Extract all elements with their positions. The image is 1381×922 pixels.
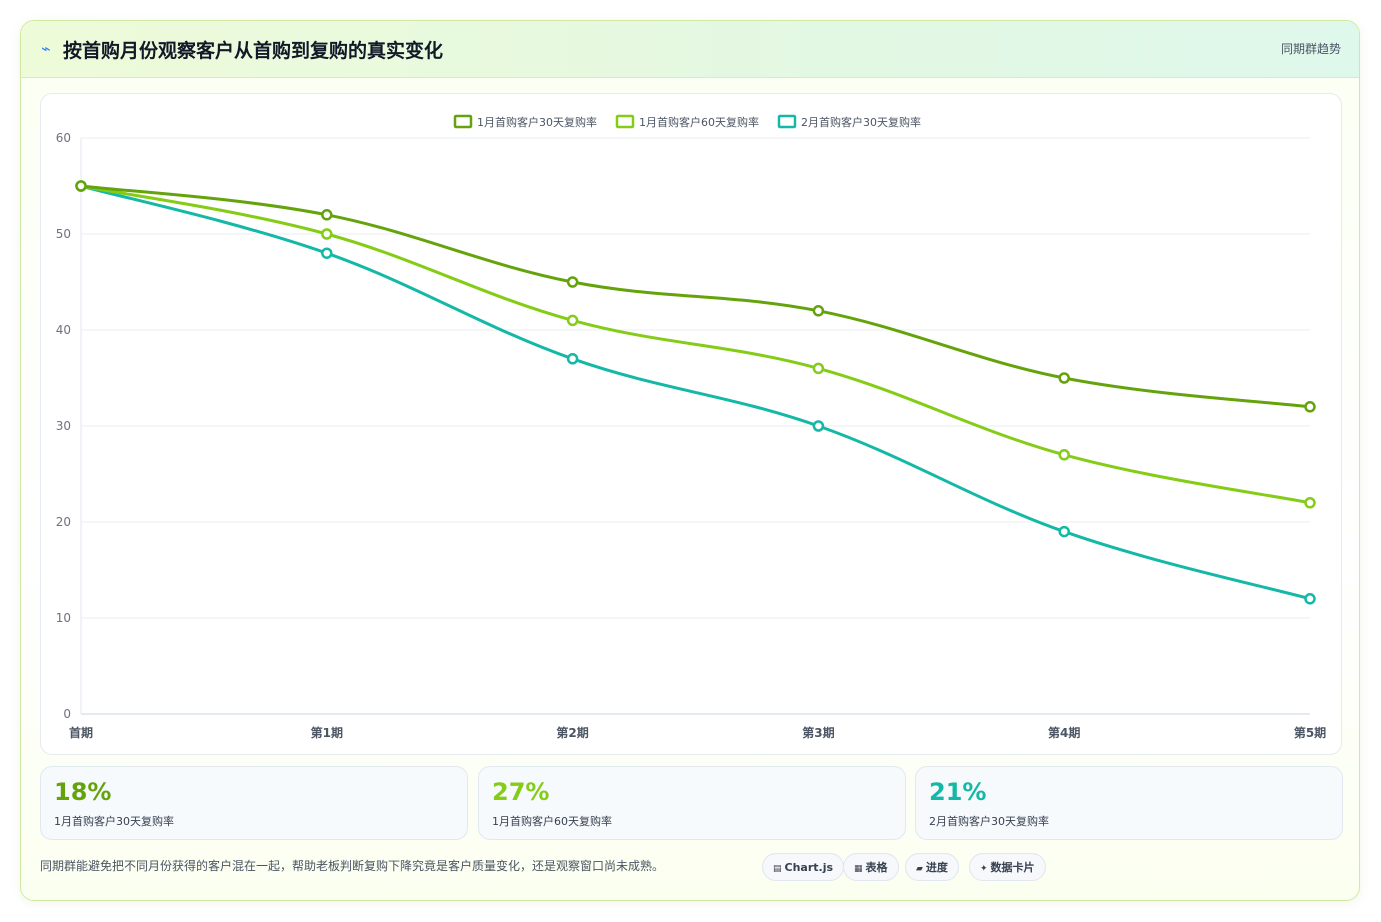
x-tick-label: 第1期: [311, 725, 343, 740]
data-point: [566, 276, 579, 288]
kpi-label: 1月首购客户60天复购率: [492, 815, 612, 828]
chart-icon: ▤: [773, 864, 782, 874]
data-point: [321, 247, 333, 259]
kpi-card-2: 27% 1月首购客户60天复购率: [478, 766, 906, 840]
data-point: [812, 362, 825, 375]
data-point: [75, 180, 87, 192]
legend-label: 1月首购客户30天复购率: [477, 115, 597, 129]
x-tick-label: 第4期: [1048, 725, 1080, 740]
header-tag: 同期群趋势: [1280, 42, 1341, 56]
series-line: [80, 184, 1311, 409]
legend-label: 2月首购客户30天复购率: [801, 115, 921, 129]
data-point: [1058, 449, 1070, 461]
data-point: [1058, 372, 1070, 384]
data-point: [1304, 497, 1316, 509]
data-point: [1304, 593, 1316, 605]
x-tick-label: 第3期: [802, 725, 834, 740]
x-tick-label: 首期: [69, 725, 93, 740]
cohort-card: ⌁ 按首购月份观察客户从首购到复购的真实变化 同期群趋势 0 10 20 30 40 50…: [20, 20, 1360, 901]
footnote: 同期群能避免把不同月份获得的客户混在一起，帮助老板判断复购下降究竟是客户质量变化…: [40, 859, 665, 873]
data-point: [1058, 525, 1070, 538]
tag-progress[interactable]: ▰ 进度: [905, 853, 959, 881]
sparkle-icon: ✦: [980, 864, 988, 874]
data-point: [1304, 401, 1316, 413]
series-line: [80, 184, 1311, 601]
tag-table[interactable]: ▦ 表格: [843, 853, 899, 881]
legend-swatch: [777, 114, 797, 129]
kpi-value: 18%: [54, 778, 112, 806]
data-point: [812, 305, 825, 317]
legend-swatch: [453, 114, 473, 129]
legend-swatch: [615, 114, 635, 129]
kpi-value: 21%: [929, 778, 987, 806]
kpi-label: 1月首购客户30天复购率: [54, 815, 174, 828]
data-point: [566, 353, 579, 365]
x-tick-label: 第5期: [1294, 725, 1326, 740]
kpi-label: 2月首购客户30天复购率: [929, 815, 1049, 828]
tag-chartjs[interactable]: ▤ Chart.js: [762, 853, 845, 881]
line-chart: 0 10 20 30 40 50 60 首期 第1期 第2期 第3期 第4期 第5期 1月首购客户30天复…: [56, 114, 1326, 740]
tag-label: 数据卡片: [990, 861, 1035, 874]
tag-label: 进度: [925, 861, 948, 874]
data-point: [812, 420, 825, 432]
card-title: 按首购月份观察客户从首购到复购的真实变化: [63, 40, 444, 62]
data-point: [566, 314, 579, 327]
kpi-card-1: 18% 1月首购客户30天复购率: [40, 766, 468, 840]
table-icon: ▦: [854, 864, 863, 874]
y-tick-label: 60: [56, 131, 71, 145]
tag-label: 表格: [865, 861, 888, 874]
y-tick-label: 20: [56, 515, 71, 529]
card-header: ⌁ 按首购月份观察客户从首购到复购的真实变化 同期群趋势: [21, 21, 1359, 78]
y-tick-label: 30: [56, 419, 71, 433]
data-point: [321, 209, 333, 221]
lightning-icon: ⌁: [41, 39, 51, 58]
series-line: [80, 184, 1311, 505]
kpi-card-3: 21% 2月首购客户30天复购率: [915, 766, 1343, 840]
y-tick-label: 0: [63, 707, 71, 721]
y-tick-label: 10: [56, 611, 71, 625]
legend-label: 1月首购客户60天复购率: [639, 115, 759, 129]
chart-panel: 0 10 20 30 40 50 60 首期 第1期 第2期 第3期 第4期 第5期 1月首购客户30天复…: [40, 93, 1342, 755]
tag-data-card[interactable]: ✦ 数据卡片: [969, 853, 1046, 881]
tag-label: Chart.js: [784, 861, 834, 874]
x-tick-label: 第2期: [556, 725, 588, 740]
kpi-value: 27%: [492, 778, 550, 806]
data-point: [321, 228, 333, 240]
y-tick-label: 50: [56, 227, 71, 241]
y-tick-label: 40: [56, 323, 71, 337]
progress-icon: ▰: [916, 864, 923, 874]
